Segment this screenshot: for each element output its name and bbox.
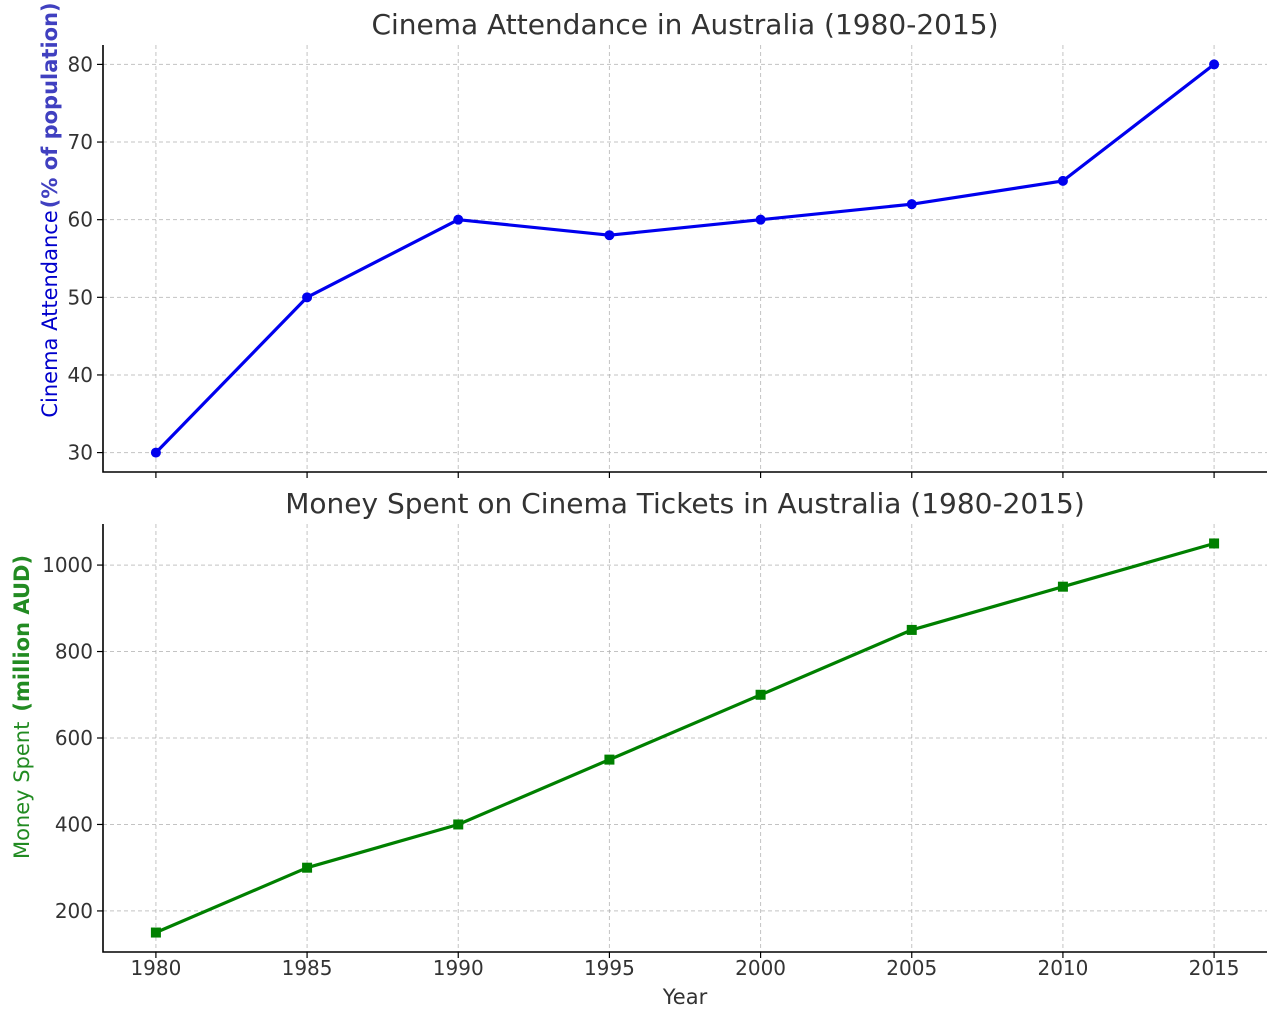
money-y-tick-label: 1000 xyxy=(42,553,93,577)
x-tick-label: 2005 xyxy=(886,956,937,980)
attendance-gridlines xyxy=(103,45,1267,472)
money-y-tick-label: 400 xyxy=(55,812,93,836)
attendance-y-axis-label-main: Cinema Attendance xyxy=(38,210,62,417)
money-y-tick-label: 800 xyxy=(55,640,93,664)
attendance-data-point xyxy=(1057,175,1068,186)
money-gridlines xyxy=(103,524,1267,952)
money-x-ticks: 1980 1985 1990 1995 2000 2005 2010 2015 xyxy=(130,952,1240,980)
money-data-point xyxy=(302,862,313,873)
attendance-y-axis-label: Cinema Attendance(% of population) xyxy=(38,2,62,417)
money-y-axis-label: Money Spent (million AUD) xyxy=(10,555,34,859)
money-series-line xyxy=(155,541,1215,934)
money-data-point xyxy=(150,927,161,938)
money-y-tick-label: 200 xyxy=(55,899,93,923)
attendance-y-tick-label: 70 xyxy=(68,130,93,154)
x-tick-label: 1980 xyxy=(130,956,181,980)
attendance-series xyxy=(150,59,1220,458)
attendance-y-tick-label: 80 xyxy=(68,52,93,76)
attendance-y-tick-label: 50 xyxy=(68,285,93,309)
money-data-point xyxy=(604,754,615,765)
attendance-data-point xyxy=(755,214,766,225)
attendance-y-ticks: 30 40 50 60 70 80 xyxy=(68,52,103,465)
attendance-axes-spine xyxy=(102,45,1267,473)
x-tick-label: 2000 xyxy=(735,956,786,980)
attendance-chart-title: Cinema Attendance in Australia (1980-201… xyxy=(371,8,998,41)
money-series xyxy=(150,538,1220,938)
money-axes-spine xyxy=(102,524,1267,953)
money-data-point xyxy=(906,624,917,635)
x-tick-label: 1985 xyxy=(282,956,333,980)
attendance-x-ticks xyxy=(155,472,1215,478)
money-y-ticks: 200 400 600 800 1000 xyxy=(42,553,103,923)
attendance-data-point xyxy=(150,447,161,458)
attendance-y-tick-label: 30 xyxy=(68,441,93,465)
x-tick-label: 2010 xyxy=(1037,956,1088,980)
x-tick-label: 1990 xyxy=(433,956,484,980)
money-data-point xyxy=(755,689,766,700)
attendance-y-tick-label: 40 xyxy=(68,363,93,387)
attendance-data-point xyxy=(453,214,464,225)
attendance-series-line xyxy=(154,63,1216,454)
attendance-y-tick-label: 60 xyxy=(68,208,93,232)
money-y-axis-label-unit: (million AUD) xyxy=(10,555,34,712)
money-y-tick-label: 600 xyxy=(55,726,93,750)
money-data-point xyxy=(1057,581,1068,592)
attendance-y-axis-label-unit: (% of population) xyxy=(38,2,62,208)
money-chart: Money Spent on Cinema Tickets in Austral… xyxy=(10,487,1267,1009)
attendance-data-point xyxy=(604,230,615,241)
money-y-axis-label-main: Money Spent xyxy=(10,722,34,859)
money-data-point xyxy=(453,819,464,830)
money-chart-title: Money Spent on Cinema Tickets in Austral… xyxy=(285,487,1085,520)
attendance-data-point xyxy=(906,199,917,210)
x-tick-label: 1995 xyxy=(584,956,635,980)
x-tick-label: 2015 xyxy=(1189,956,1240,980)
x-axis-label: Year xyxy=(662,985,708,1009)
attendance-data-point xyxy=(302,292,313,303)
money-data-point xyxy=(1209,538,1220,549)
attendance-chart: Cinema Attendance in Australia (1980-201… xyxy=(38,2,1267,478)
attendance-data-point xyxy=(1209,59,1220,70)
